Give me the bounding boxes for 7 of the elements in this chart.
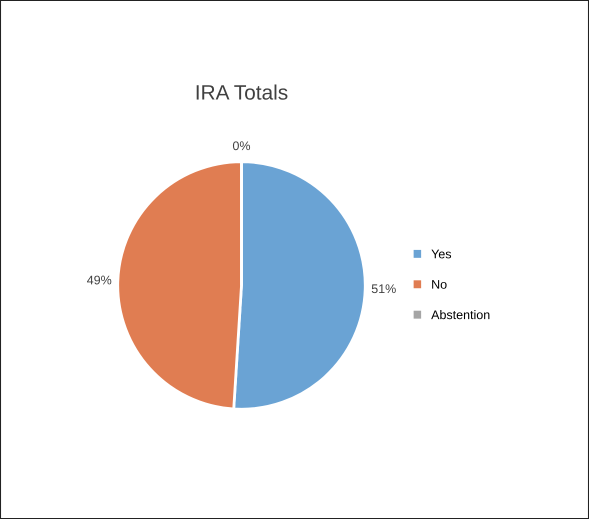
legend-label: Abstention <box>431 310 490 320</box>
text: 0% <box>232 141 250 150</box>
data-label: 49% <box>87 276 112 284</box>
legend-label: No <box>432 280 447 289</box>
chart-title: IRA Totals <box>196 84 288 100</box>
data-label: 51% <box>372 284 396 294</box>
legend-label: Yes <box>431 250 452 258</box>
